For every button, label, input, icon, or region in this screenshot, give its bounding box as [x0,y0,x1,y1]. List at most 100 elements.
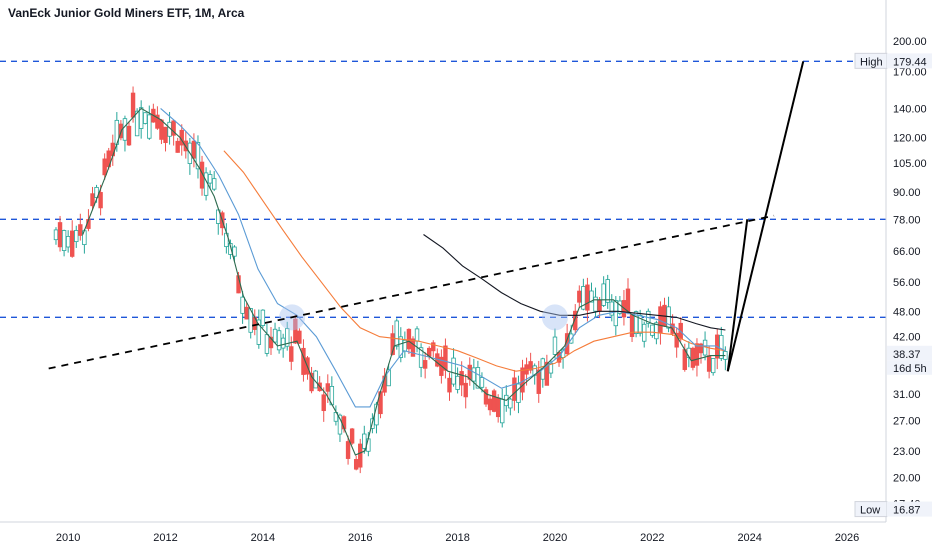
candle-body [297,330,302,344]
y-tick-label: 56.00 [893,277,921,289]
projection-line-0[interactable] [726,219,749,372]
candle [345,435,351,465]
candle [402,331,408,358]
candle-body [94,187,99,198]
candle-body [609,301,614,316]
candle [585,277,590,322]
projection-line-1[interactable] [726,61,805,372]
candle-body [211,178,217,190]
candle [483,386,489,407]
candle [528,352,533,374]
candle-body [74,230,79,243]
candle [694,338,700,377]
candle [418,343,424,378]
candle-body [349,428,355,444]
candle-body [195,142,201,170]
candle-body [264,334,270,354]
candle [285,321,290,351]
candle-body [199,161,205,189]
candle-body [694,343,700,366]
candle-body [65,236,71,248]
candle-body [589,290,594,303]
candle [195,135,201,179]
candle [500,388,505,428]
candle-body [163,126,168,144]
y-tick-label: 42.00 [893,332,921,344]
candle-body [353,459,359,470]
candle [309,366,314,394]
candle [57,215,63,252]
candle-body [57,222,63,248]
x-tick-label: 2012 [153,532,177,544]
candle [431,340,436,358]
candle-body [451,357,456,385]
candle [260,309,266,328]
candle [520,359,525,401]
ema-short-line [82,107,726,456]
candle-body [455,375,460,390]
candle [53,227,59,245]
candle-body [102,158,107,176]
candle-body [337,414,343,435]
candle-body [61,230,67,251]
candle-body [500,398,505,424]
candle [358,438,363,474]
candle [642,321,647,348]
candle [613,296,619,336]
candle-body [256,319,262,345]
candle-body [479,377,485,388]
candle-body [447,377,452,393]
candle-body [536,369,541,394]
candle [447,372,452,401]
candle [455,367,460,394]
candle [479,372,485,393]
candle-body [321,394,326,412]
price-tag-label: High [860,56,883,68]
candle-body [666,306,671,329]
candle-body [207,174,213,184]
candle-body [394,320,399,347]
price-tag-countdown: 16d 5h [893,363,927,375]
y-tick-label: 48.00 [893,306,921,318]
candle-body [293,318,298,344]
candle-body [516,383,521,403]
candle [293,314,298,345]
price-tag-bg [887,53,932,69]
dashed-trendline[interactable] [48,214,775,370]
candle [289,336,294,371]
candle-body [248,308,253,333]
x-tick-label: 2010 [56,532,80,544]
candle-body [613,300,619,327]
y-tick-label: 90.00 [893,187,921,199]
candle [625,278,631,315]
candle [451,348,456,387]
candle-body [232,246,237,257]
price-tag-value: 38.37 [893,349,921,361]
candle-body [268,336,274,349]
candle [256,309,262,349]
x-tick-label: 2026 [835,532,859,544]
candle [463,374,468,409]
candle-body [228,243,233,255]
candle [353,455,359,471]
candle-body [159,119,164,140]
candle [512,369,517,411]
candle [666,296,671,333]
candle-body [289,346,294,362]
candle [61,229,67,257]
candle [674,327,679,358]
candle [467,357,472,386]
candle [74,225,79,248]
candle [264,323,270,357]
candle-body [301,347,306,375]
candle [199,155,205,196]
candle [593,287,598,318]
candle-body [508,398,513,409]
candle [329,376,335,406]
candle-body [143,112,148,124]
candle [280,333,286,358]
candle-body [625,288,631,313]
price-tag-bg [887,345,932,361]
candle-body [487,398,493,411]
